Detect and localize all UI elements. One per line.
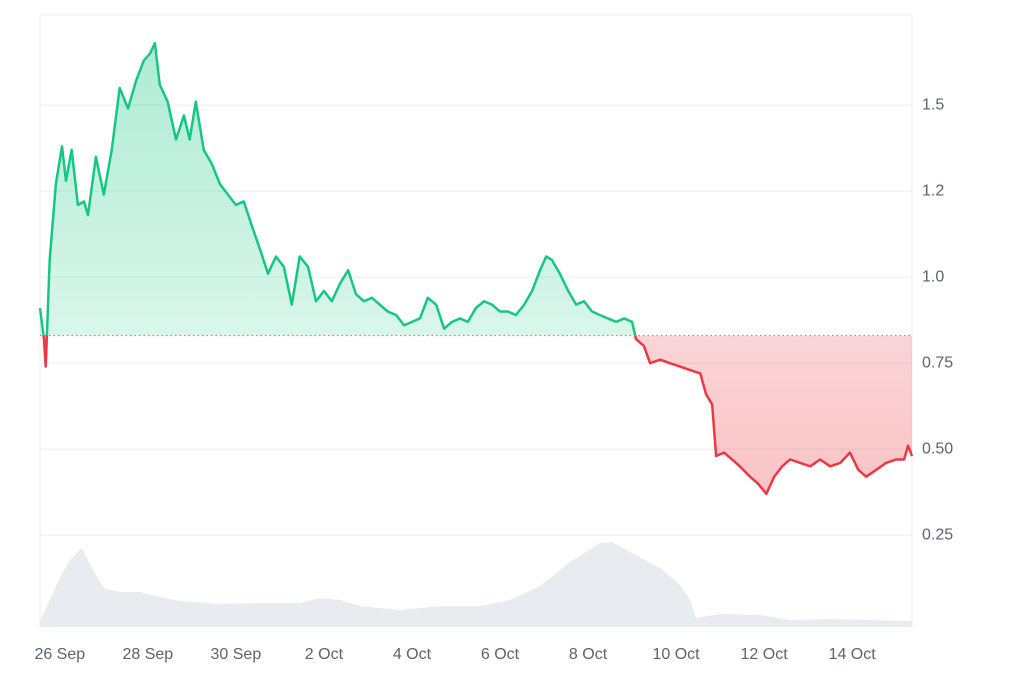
area-down (40, 335, 912, 494)
y-tick-label: 1.0 (922, 268, 944, 285)
area-up (40, 43, 636, 336)
x-tick-label: 26 Sep (34, 646, 85, 663)
x-tick-label: 14 Oct (829, 646, 877, 663)
x-tick-label: 6 Oct (481, 646, 520, 663)
y-tick-label: 1.5 (922, 96, 944, 113)
x-tick-label: 12 Oct (741, 646, 789, 663)
volume-area (40, 542, 912, 627)
y-tick-label: 0.25 (922, 526, 953, 543)
price-line-up (38, 41, 637, 336)
x-tick-label: 8 Oct (569, 646, 608, 663)
y-tick-label: 0.50 (922, 440, 953, 457)
y-tick-label: 0.75 (922, 354, 953, 371)
x-tick-label: 2 Oct (305, 646, 344, 663)
y-tick-label: 1.2 (922, 182, 944, 199)
x-tick-label: 28 Sep (122, 646, 173, 663)
x-tick-label: 4 Oct (393, 646, 432, 663)
price-line-down (42, 335, 914, 496)
x-tick-label: 10 Oct (652, 646, 700, 663)
x-tick-label: 30 Sep (211, 646, 262, 663)
